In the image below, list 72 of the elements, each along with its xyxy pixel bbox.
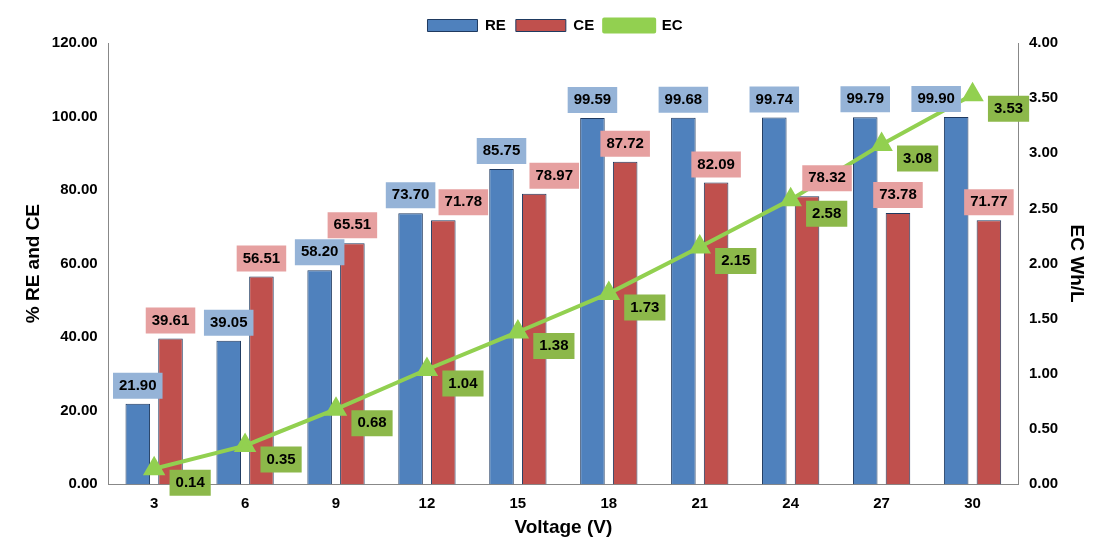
x-tick-label: 27 (873, 494, 890, 512)
data-label: 1.73 (630, 297, 660, 315)
legend-label: RE (484, 15, 506, 33)
data-label: 82.09 (697, 154, 735, 172)
point (143, 455, 166, 476)
y-tick-label: 80.00 (60, 180, 98, 198)
data-label: 0.14 (175, 472, 206, 490)
data-label: 2.15 (721, 251, 751, 269)
y2-tick-label: 2.00 (1029, 253, 1059, 271)
y-axis-title: % RE and CE (21, 203, 43, 324)
y-tick-label: 60.00 (60, 253, 98, 271)
data-label: 71.77 (970, 192, 1008, 210)
data-label: 99.90 (917, 89, 955, 107)
y2-tick-label: 1.50 (1029, 308, 1059, 326)
data-label: 87.72 (606, 133, 644, 151)
data-label: 3.08 (903, 148, 933, 166)
data-label: 0.35 (266, 449, 296, 467)
data-label: 73.70 (391, 185, 430, 203)
x-tick-label: 24 (782, 494, 800, 512)
point (234, 432, 257, 453)
data-label: 78.97 (535, 165, 574, 183)
data-label: 99.59 (573, 90, 612, 108)
x-tick-label: 3 (149, 494, 159, 512)
data-label: 85.75 (482, 141, 521, 159)
x-axis-title: Voltage (V) (514, 515, 613, 537)
point (599, 282, 619, 300)
x-tick-label: 21 (691, 494, 709, 512)
data-label: 99.79 (846, 89, 885, 107)
data-label: 39.61 (151, 310, 190, 328)
data-label: 71.78 (444, 192, 483, 210)
data-label: 99.68 (664, 89, 703, 107)
data-label: 1.38 (539, 336, 569, 354)
data-label: 1.04 (448, 373, 479, 391)
x-tick-label: 12 (418, 494, 436, 512)
data-label: 65.51 (333, 215, 372, 233)
x-tick-label: 30 (964, 494, 981, 512)
y2-tick-label: 3.50 (1029, 88, 1059, 106)
point (871, 133, 892, 151)
data-label: 99.74 (755, 89, 794, 107)
data-label: 39.05 (209, 312, 248, 330)
y2-tick-label: 4.00 (1029, 33, 1059, 51)
data-label: 3.53 (993, 98, 1024, 116)
point (962, 81, 984, 102)
data-label: 78.32 (808, 168, 846, 186)
x-tick-label: 15 (509, 494, 527, 512)
y2-axis-title: EC Wh/L (1067, 224, 1089, 304)
data-label: 73.78 (879, 185, 917, 203)
y2-tick-label: 0.50 (1029, 419, 1059, 437)
point (508, 320, 528, 339)
legend-label: CE (573, 15, 595, 33)
y2-tick-label: 0.00 (1029, 474, 1059, 492)
point (417, 358, 437, 376)
y-tick-label: 100.00 (51, 106, 98, 124)
data-label: 58.20 (300, 242, 339, 260)
point (780, 186, 802, 207)
y-tick-label: 40.00 (60, 327, 98, 345)
data-label: 0.68 (357, 413, 387, 431)
data-label: 56.51 (242, 248, 281, 266)
data-label: 21.90 (119, 375, 157, 393)
point (326, 398, 346, 416)
y2-tick-label: 1.00 (1029, 364, 1059, 382)
point (689, 236, 710, 254)
y2-tick-label: 2.50 (1029, 198, 1059, 216)
x-tick-label: 18 (600, 494, 618, 512)
data-label: 2.58 (812, 203, 842, 221)
x-tick-label: 9 (331, 494, 341, 512)
y-tick-label: 120.00 (51, 33, 98, 51)
y-tick-label: 20.00 (60, 400, 98, 418)
x-tick-label: 6 (240, 494, 250, 512)
y2-tick-label: 3.00 (1029, 143, 1059, 161)
legend-label: EC (661, 15, 683, 33)
y-tick-label: 0.00 (68, 474, 98, 492)
